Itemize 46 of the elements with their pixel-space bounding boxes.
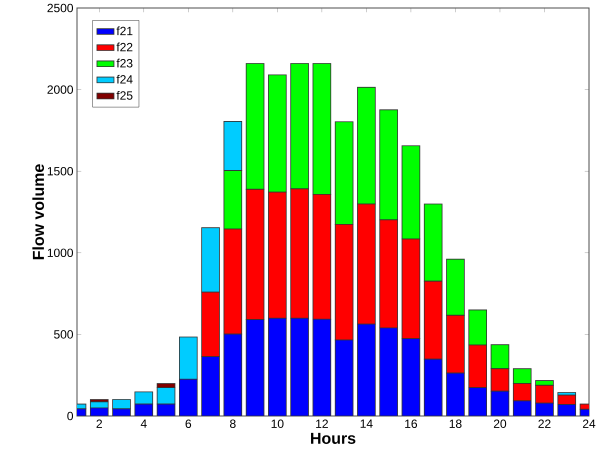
legend-label: f23 <box>116 58 132 68</box>
x-tick-label: 22 <box>538 420 551 428</box>
bar <box>268 318 286 416</box>
bar <box>202 356 220 416</box>
y-tick-label: 0 <box>67 412 74 420</box>
x-tick-label: 18 <box>450 420 462 428</box>
y-axis-title: Flow volume <box>32 164 44 260</box>
y-tick-label: 1000 <box>48 248 74 258</box>
bar <box>201 227 220 293</box>
bar <box>513 400 532 416</box>
x-tick-label: 8 <box>230 420 236 428</box>
bar <box>446 373 464 416</box>
bar <box>290 318 309 416</box>
x-tick-label: 10 <box>272 420 284 428</box>
bar <box>224 334 242 416</box>
x-tick-label: 2 <box>96 420 102 428</box>
x-tick-label: 24 <box>582 420 596 428</box>
bar <box>335 340 354 416</box>
bar <box>179 379 198 416</box>
x-tick-label: 14 <box>360 420 373 428</box>
y-tick-label: 1500 <box>48 166 74 176</box>
bar <box>357 324 376 416</box>
bar <box>312 319 331 416</box>
bar <box>246 320 264 416</box>
bar <box>402 338 420 416</box>
y-tick-label: 2500 <box>47 4 74 12</box>
bar <box>134 391 154 404</box>
bar <box>224 121 242 171</box>
legend-label: f25 <box>116 90 132 100</box>
legend-label: f22 <box>116 42 132 52</box>
x-tick-label: 20 <box>494 420 506 428</box>
x-tick-label: 6 <box>186 420 192 428</box>
y-tick-label: 2000 <box>47 85 74 94</box>
x-tick-label: 4 <box>140 420 147 428</box>
x-tick-label: 12 <box>316 420 328 428</box>
bar <box>380 328 398 416</box>
bar <box>179 336 198 380</box>
legend-label: f24 <box>116 74 133 84</box>
legend-label: f21 <box>116 26 132 36</box>
bar <box>424 359 442 416</box>
y-tick-label: 500 <box>54 330 74 339</box>
x-axis-title: Hours <box>311 432 356 444</box>
bar <box>156 387 176 404</box>
bar <box>491 391 509 416</box>
bar <box>468 388 487 416</box>
x-tick-label: 16 <box>405 420 418 428</box>
